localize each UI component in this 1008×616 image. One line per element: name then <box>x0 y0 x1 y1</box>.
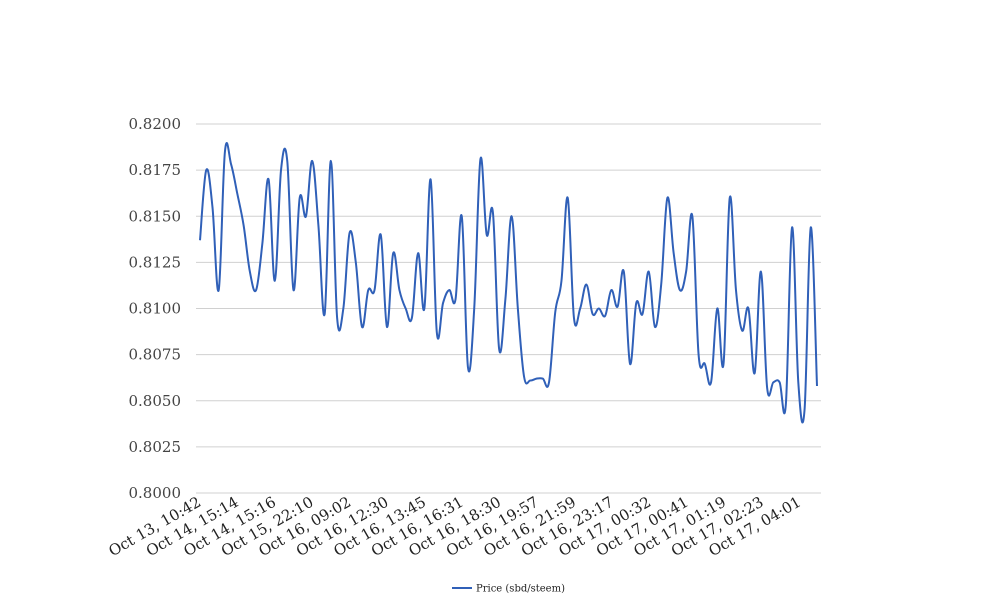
y-tick-label: 0.8025 <box>129 438 182 456</box>
y-tick-label: 0.8125 <box>129 253 182 271</box>
y-tick-label: 0.8100 <box>129 300 182 318</box>
y-tick-label: 0.8200 <box>129 115 182 133</box>
price-series-line <box>199 142 818 424</box>
y-tick-label: 0.8175 <box>129 161 182 179</box>
y-axis-tick-labels: 0.8000 0.8025 0.8050 0.8075 0.8100 0.8125 0.81… <box>129 115 182 502</box>
y-tick-label: 0.8000 <box>129 484 182 502</box>
legend-label: Price (sbd/steem) <box>476 584 565 595</box>
y-tick-label: 0.8075 <box>129 346 182 364</box>
series-lines <box>199 142 818 424</box>
y-tick-label: 0.8050 <box>129 392 182 410</box>
legend: Price (sbd/steem) <box>452 584 565 595</box>
y-tick-label: 0.8150 <box>129 207 182 225</box>
gridlines <box>196 123 821 494</box>
